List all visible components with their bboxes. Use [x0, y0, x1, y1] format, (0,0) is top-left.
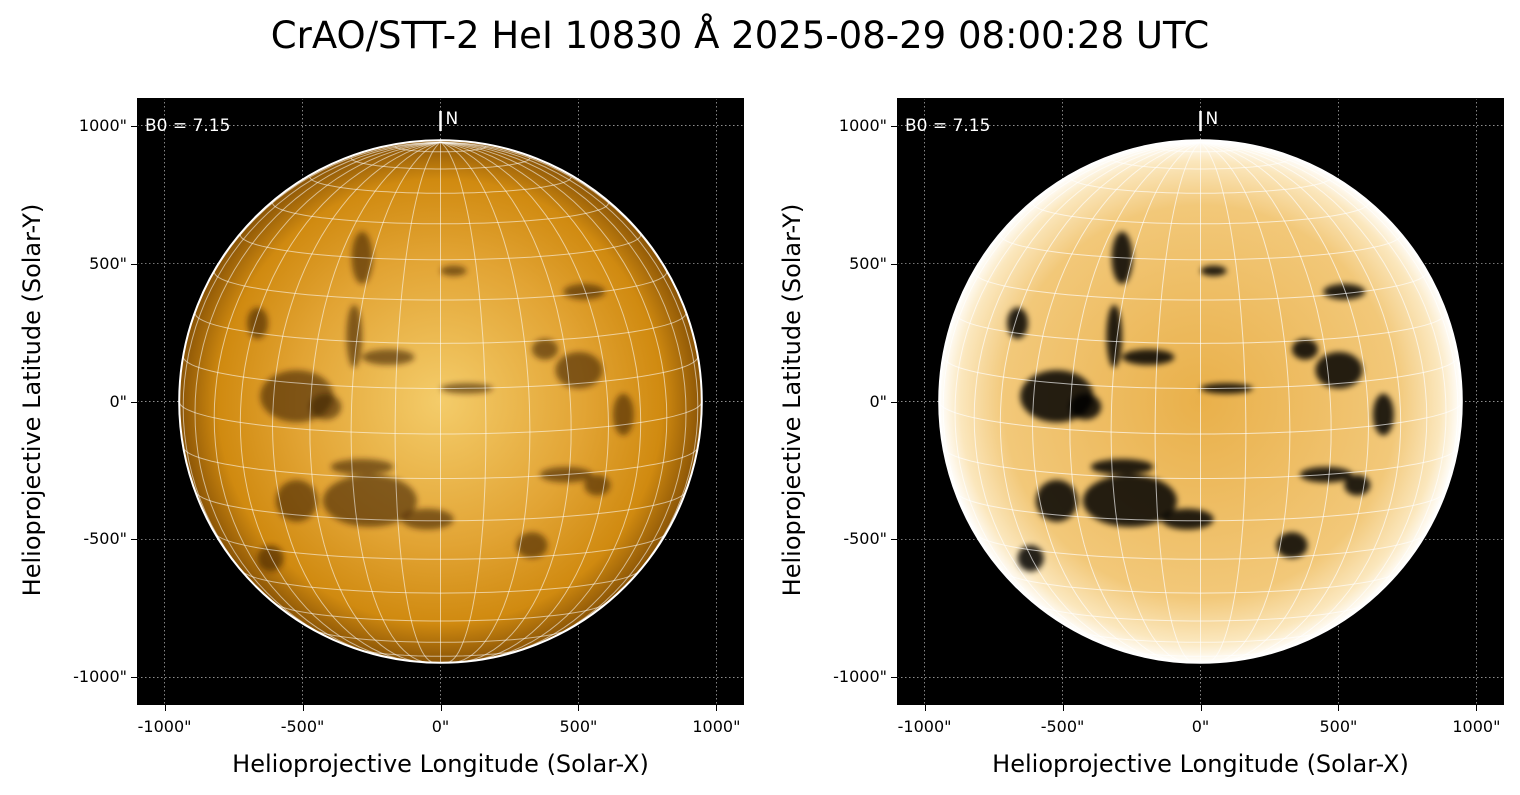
y-tick-mark: [891, 539, 897, 541]
y-axis-label-left: Helioprojective Latitude (Solar-Y): [18, 203, 46, 597]
solar-image: N B0 = 7.15: [137, 98, 744, 705]
x-tick-label: 0": [1191, 717, 1210, 736]
y-tick-label: 0": [109, 391, 127, 411]
y-tick-mark: [891, 125, 897, 127]
y-tick-label: -1000": [73, 667, 127, 687]
north-label: N: [1206, 109, 1219, 129]
x-tick-label: -1000": [897, 717, 952, 736]
y-tick-label: 1000": [78, 115, 127, 135]
y-tick-mark: [891, 677, 897, 679]
b0-label: B0 = 7.15: [905, 116, 990, 136]
y-tick-label: -500": [83, 529, 127, 549]
x-tick-mark: [924, 705, 926, 711]
x-tick-mark: [1338, 705, 1340, 711]
y-tick-mark: [131, 125, 137, 127]
y-tick-mark: [131, 539, 137, 541]
y-tick-mark: [131, 263, 137, 265]
x-tick-label: -500": [280, 717, 325, 736]
x-tick-label: 500": [1319, 717, 1358, 736]
solar-disk-panel-left: N B0 = 7.15: [137, 98, 744, 705]
y-tick-label: -500": [843, 529, 887, 549]
x-tick-mark: [164, 705, 166, 711]
y-tick-mark: [891, 263, 897, 265]
y-tick-label: 500": [849, 253, 887, 273]
x-tick-mark: [1200, 705, 1202, 711]
y-tick-label: 500": [89, 253, 127, 273]
y-tick-label: 0": [869, 391, 887, 411]
x-tick-label: 500": [559, 717, 598, 736]
solar-image: N B0 = 7.15: [897, 98, 1504, 705]
x-tick-label: 0": [431, 717, 450, 736]
b0-label: B0 = 7.15: [145, 116, 230, 136]
x-tick-mark: [302, 705, 304, 711]
x-tick-label: 1000": [692, 717, 741, 736]
x-axis-label-left: Helioprojective Longitude (Solar-X): [232, 750, 649, 778]
x-tick-mark: [440, 705, 442, 711]
y-axis-label-right: Helioprojective Latitude (Solar-Y): [778, 203, 806, 597]
y-tick-mark: [131, 401, 137, 403]
y-tick-label: 1000": [838, 115, 887, 135]
x-tick-label: -1000": [137, 717, 192, 736]
y-tick-label: -1000": [833, 667, 887, 687]
solar-disk-panel-right: N B0 = 7.15: [897, 98, 1504, 705]
figure-title: CrAO/STT-2 HeI 10830 Å 2025-08-29 08:00:…: [270, 14, 1210, 57]
x-tick-mark: [1476, 705, 1478, 711]
x-tick-label: -500": [1040, 717, 1085, 736]
y-tick-mark: [131, 677, 137, 679]
y-tick-mark: [891, 401, 897, 403]
x-axis-label-right: Helioprojective Longitude (Solar-X): [992, 750, 1409, 778]
x-tick-mark: [1062, 705, 1064, 711]
x-tick-mark: [578, 705, 580, 711]
x-tick-label: 1000": [1452, 717, 1501, 736]
x-tick-mark: [716, 705, 718, 711]
north-label: N: [446, 109, 459, 129]
